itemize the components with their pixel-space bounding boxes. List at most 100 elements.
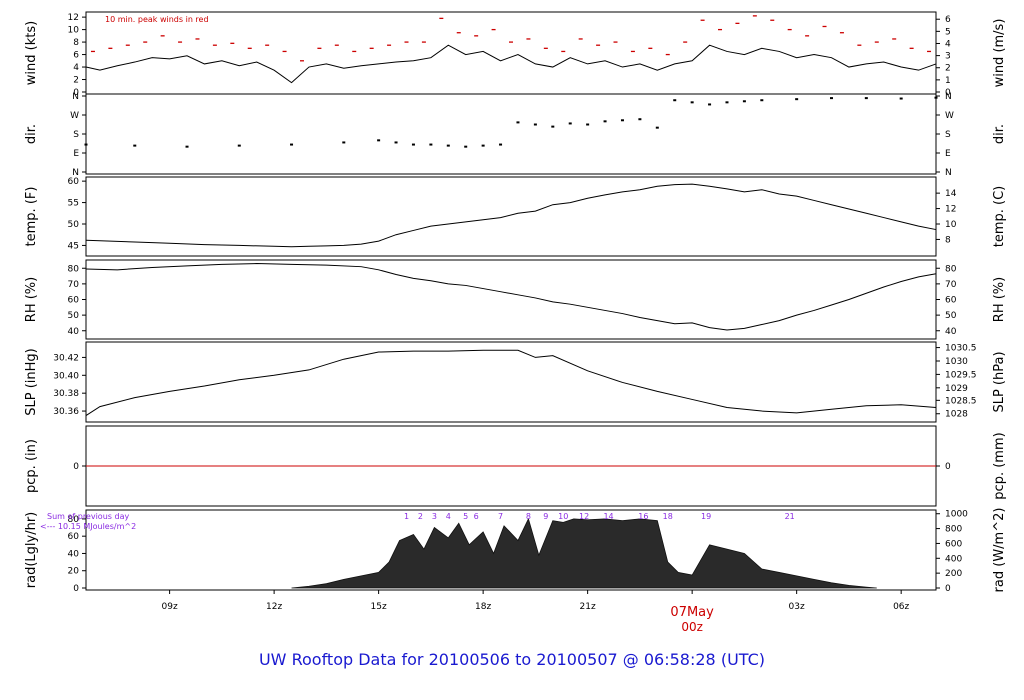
y-tick-label-left: N [72,168,79,178]
direction-mark [499,143,503,146]
y-tick-label-right: 1028.5 [945,396,977,406]
x-tick-label: 09z [162,602,178,612]
y-tick-label-left: 50 [68,311,80,321]
y-tick-label-right: 2 [945,64,951,74]
panel-frame [85,259,937,340]
x-tick-label: 21z [580,602,596,612]
y-tick-label-right: 5 [945,27,951,37]
y-axis-label-left: SLP (inHg) [24,348,39,416]
x-tick-label: 06z [893,602,909,612]
panel-frame [85,509,937,591]
y-tick-label-left: 12 [68,13,79,23]
direction-mark [394,141,398,144]
x-tick-label: 15z [371,602,387,612]
hour-label: 16 [638,512,648,521]
y-tick-label-right: 1028 [945,410,968,420]
y-tick-label-left: 30.38 [53,389,79,399]
y-tick-label-right: N [945,92,952,102]
y-tick-label-left: 0 [73,88,79,98]
y-tick-label-right: 40 [945,327,957,337]
panel-frame [85,11,937,95]
direction-mark [237,144,241,147]
hour-label: 10 [558,512,568,521]
y-tick-label-right: 14 [945,189,957,199]
peak-wind-legend: 10 min. peak winds in red [105,15,209,24]
y-tick-label-left: 2 [73,76,79,86]
y-tick-label-right: 4 [945,39,951,49]
direction-mark [586,123,590,126]
direction-mark [446,144,450,147]
direction-mark [481,144,485,147]
hour-label: 14 [603,512,613,521]
y-tick-label-left: 0 [73,584,79,594]
y-axis-label-right: pcp. (mm) [992,432,1007,499]
y-tick-label-right: 400 [945,554,962,564]
direction-mark [638,118,642,121]
y-tick-label-right: 1000 [945,510,968,520]
y-tick-label-right: 12 [945,205,956,215]
y-tick-label-left: 50 [68,220,80,230]
direction-mark [133,144,137,147]
y-tick-label-right: 1029 [945,384,968,394]
y-tick-label-left: 4 [73,63,79,73]
y-tick-label-right: 3 [945,52,951,62]
direction-mark [690,101,694,104]
hour-label: 3 [432,512,437,521]
y-tick-label-right: 0 [945,462,951,472]
direction-mark [603,120,607,123]
direction-mark [934,96,938,99]
panel-rh: 40 50 60 70 80 40 50 60 70 80 RH (%) RH (%) [24,259,1007,340]
x-tick-label: 00z [681,620,703,634]
direction-mark [899,97,903,100]
y-tick-label-left: N [72,92,79,102]
panel-frame [85,93,937,175]
y-tick-label-left: 80 [68,264,80,274]
direction-mark [760,99,764,102]
y-tick-label-left: 20 [68,567,80,577]
y-tick-label-left: 80 [68,515,80,525]
y-tick-label-left: 0 [73,462,79,472]
page-title: UW Rooftop Data for 20100506 to 20100507… [258,650,766,669]
direction-mark [290,143,294,146]
y-axis-label-left: wind (kts) [24,21,39,85]
y-tick-label-left: 8 [73,38,79,48]
radiation-sum-value: <--- 10.15 MJoules/m^2 [40,522,136,531]
y-tick-label-left: E [73,149,79,159]
y-tick-label-left: 60 [68,177,80,187]
direction-mark [673,99,677,102]
y-axis-label-right: rad (W/m^2) [992,508,1007,593]
y-tick-label-right: 1030 [945,357,968,367]
direction-mark [620,119,624,122]
y-tick-label-left: 10 [68,26,80,36]
y-tick-label-right: W [945,111,954,121]
direction-mark [551,125,555,128]
hour-label: 19 [701,512,711,521]
panel-pcp: 0 0 pcp. (in) pcp. (mm) [24,425,1007,507]
x-tick-label: 12z [266,602,282,612]
y-tick-label-left: 6 [73,51,79,61]
wind-line [85,44,937,84]
direction-mark [185,145,189,148]
hour-label: 6 [474,512,479,521]
y-axis-label-right: wind (m/s) [992,19,1007,88]
y-tick-label-left: W [70,111,79,121]
y-tick-label-left: 55 [68,199,79,209]
direction-mark [795,98,799,101]
y-tick-label-right: 50 [945,311,957,321]
direction-mark [533,123,537,126]
hour-label: 4 [446,512,451,521]
x-tick-label: 18z [475,602,491,612]
hour-label: 1 [404,512,409,521]
y-tick-label-right: 800 [945,525,962,535]
y-tick-label-left: 30.36 [53,407,79,417]
direction-mark [742,100,746,103]
y-tick-label-right: N [945,168,952,178]
date-label: 07May [670,605,714,620]
temp-line [85,183,937,248]
panel-frame [85,341,937,423]
direction-mark [568,122,572,125]
